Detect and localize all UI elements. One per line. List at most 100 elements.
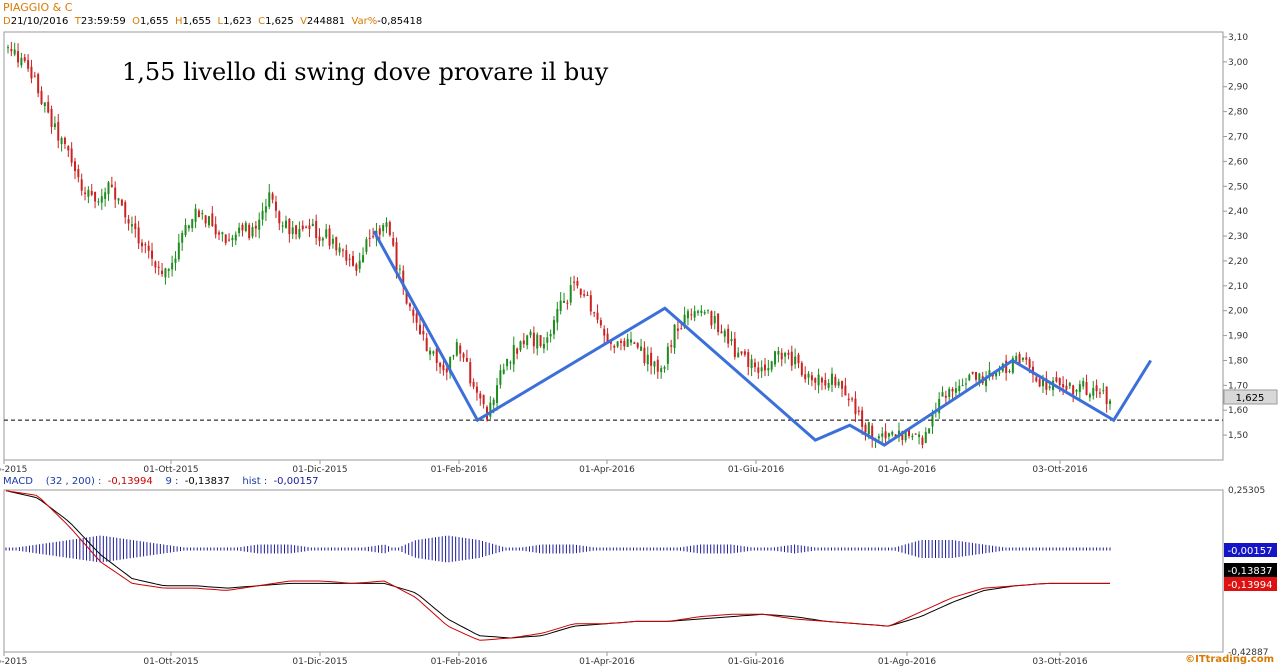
macd-histogram [5, 535, 1111, 563]
candle-body [887, 433, 890, 437]
candle-body [1045, 378, 1048, 390]
candle-body [660, 368, 663, 372]
candle-body [814, 378, 817, 383]
candle-body [53, 123, 56, 128]
candle-body [717, 313, 720, 333]
candle-body [841, 381, 844, 389]
candle-body [238, 227, 241, 234]
candle-body [97, 201, 100, 203]
candle-body [1058, 378, 1061, 386]
candle-body [747, 352, 750, 367]
candle-body [710, 311, 713, 326]
candle-body [422, 330, 425, 335]
hist-label: hist : [242, 476, 268, 487]
candle-body [63, 137, 66, 144]
candle-body [345, 250, 348, 261]
candle-body [881, 433, 884, 437]
candle-body [763, 364, 766, 371]
candle-body [964, 383, 967, 385]
candle-body [693, 311, 696, 318]
x-tick-label: 01-Dic-2015 [292, 465, 347, 475]
candle-body [830, 373, 833, 385]
candle-body [961, 385, 964, 387]
candle-body [1102, 390, 1105, 392]
candle-body [271, 193, 274, 200]
chart-annotation: 1,55 livello di swing dove provare il bu… [122, 58, 609, 86]
candle-body [100, 196, 103, 203]
candle-body [797, 354, 800, 364]
candle-body [891, 431, 894, 435]
candle-body [1028, 359, 1031, 368]
price-y-tick: 2,00 [1228, 307, 1248, 317]
candle-body [479, 393, 482, 399]
candle-body [519, 341, 522, 351]
candle-body [73, 161, 76, 172]
candle-body [201, 212, 204, 215]
price-y-tick: 2,70 [1228, 133, 1248, 143]
x-tick-label: 01-Apr-2016 [579, 657, 635, 667]
candle-body [861, 410, 864, 427]
candle-body [539, 335, 542, 347]
candle-body [767, 368, 770, 371]
candle-body [301, 225, 304, 230]
macd-badges: -0,00157 -0,13837 -0,13994 [1224, 543, 1277, 591]
candle-body [626, 338, 629, 347]
candle-body [787, 352, 790, 355]
price-y-tick: 2,30 [1228, 232, 1248, 242]
candle-body [27, 60, 30, 69]
x-tick-label: 01-Apr-2016 [579, 465, 635, 475]
candle-body [285, 220, 288, 228]
candle-body [556, 308, 559, 323]
candle-body [315, 220, 318, 239]
candle-body [475, 386, 478, 393]
candle-body [231, 237, 234, 241]
price-x-axis: -Ago-2015 01-Ott-2015 01-Dic-2015 01-Feb-20… [0, 460, 1088, 475]
candle-body [418, 324, 421, 335]
candle-body [871, 425, 874, 440]
candle-body [214, 224, 217, 235]
candle-body [17, 51, 20, 63]
macd-x-axis: -Ago-2015 01-Ott-2015 01-Dic-2015 01-Feb-20… [0, 652, 1088, 667]
candle-body [318, 236, 321, 241]
candle-body [864, 424, 867, 433]
candle-body [599, 320, 602, 326]
price-y-axis: 3,10 3,00 2,90 2,80 2,70 2,60 2,50 2,40 2,30 2,20… [1223, 33, 1248, 441]
candle-body [90, 191, 93, 195]
x-tick-label: 01-Dic-2015 [292, 657, 347, 667]
price-y-tick: 2,90 [1228, 83, 1248, 93]
candle-body [37, 74, 40, 94]
candle-body [603, 328, 606, 336]
candle-body [288, 218, 291, 235]
candle-body [211, 213, 214, 226]
candle-body [589, 295, 592, 312]
price-y-tick: 1,70 [1228, 381, 1248, 391]
candle-body [683, 314, 686, 328]
candle-body [958, 385, 961, 392]
candle-body [30, 66, 33, 79]
macd-header: MACD (32 , 200) : -0,13994 9 : -0,13837 … [3, 476, 319, 487]
candle-body [358, 260, 361, 269]
candle-body [140, 242, 143, 247]
price-y-tick: 1,50 [1228, 431, 1248, 441]
candle-body [405, 290, 408, 304]
candle-body [308, 225, 311, 230]
candle-body [154, 261, 157, 268]
candle-body [325, 229, 328, 238]
candle-body [800, 362, 803, 376]
candle-body [77, 168, 80, 178]
candle-body [502, 369, 505, 374]
candle-body [365, 239, 368, 252]
candle-body [583, 294, 586, 296]
candle-body [499, 370, 502, 385]
candle-body [67, 146, 70, 151]
candle-body [988, 370, 991, 377]
candle-body [429, 350, 432, 355]
candle-body [13, 49, 16, 55]
hist-badge: -0,00157 [1228, 546, 1273, 557]
candle-body [998, 372, 1001, 374]
varpct-value: -0,85418 [377, 16, 423, 27]
candle-body [837, 381, 840, 386]
candle-body [740, 351, 743, 354]
x-tick-label: 01-Ago-2016 [878, 465, 936, 475]
